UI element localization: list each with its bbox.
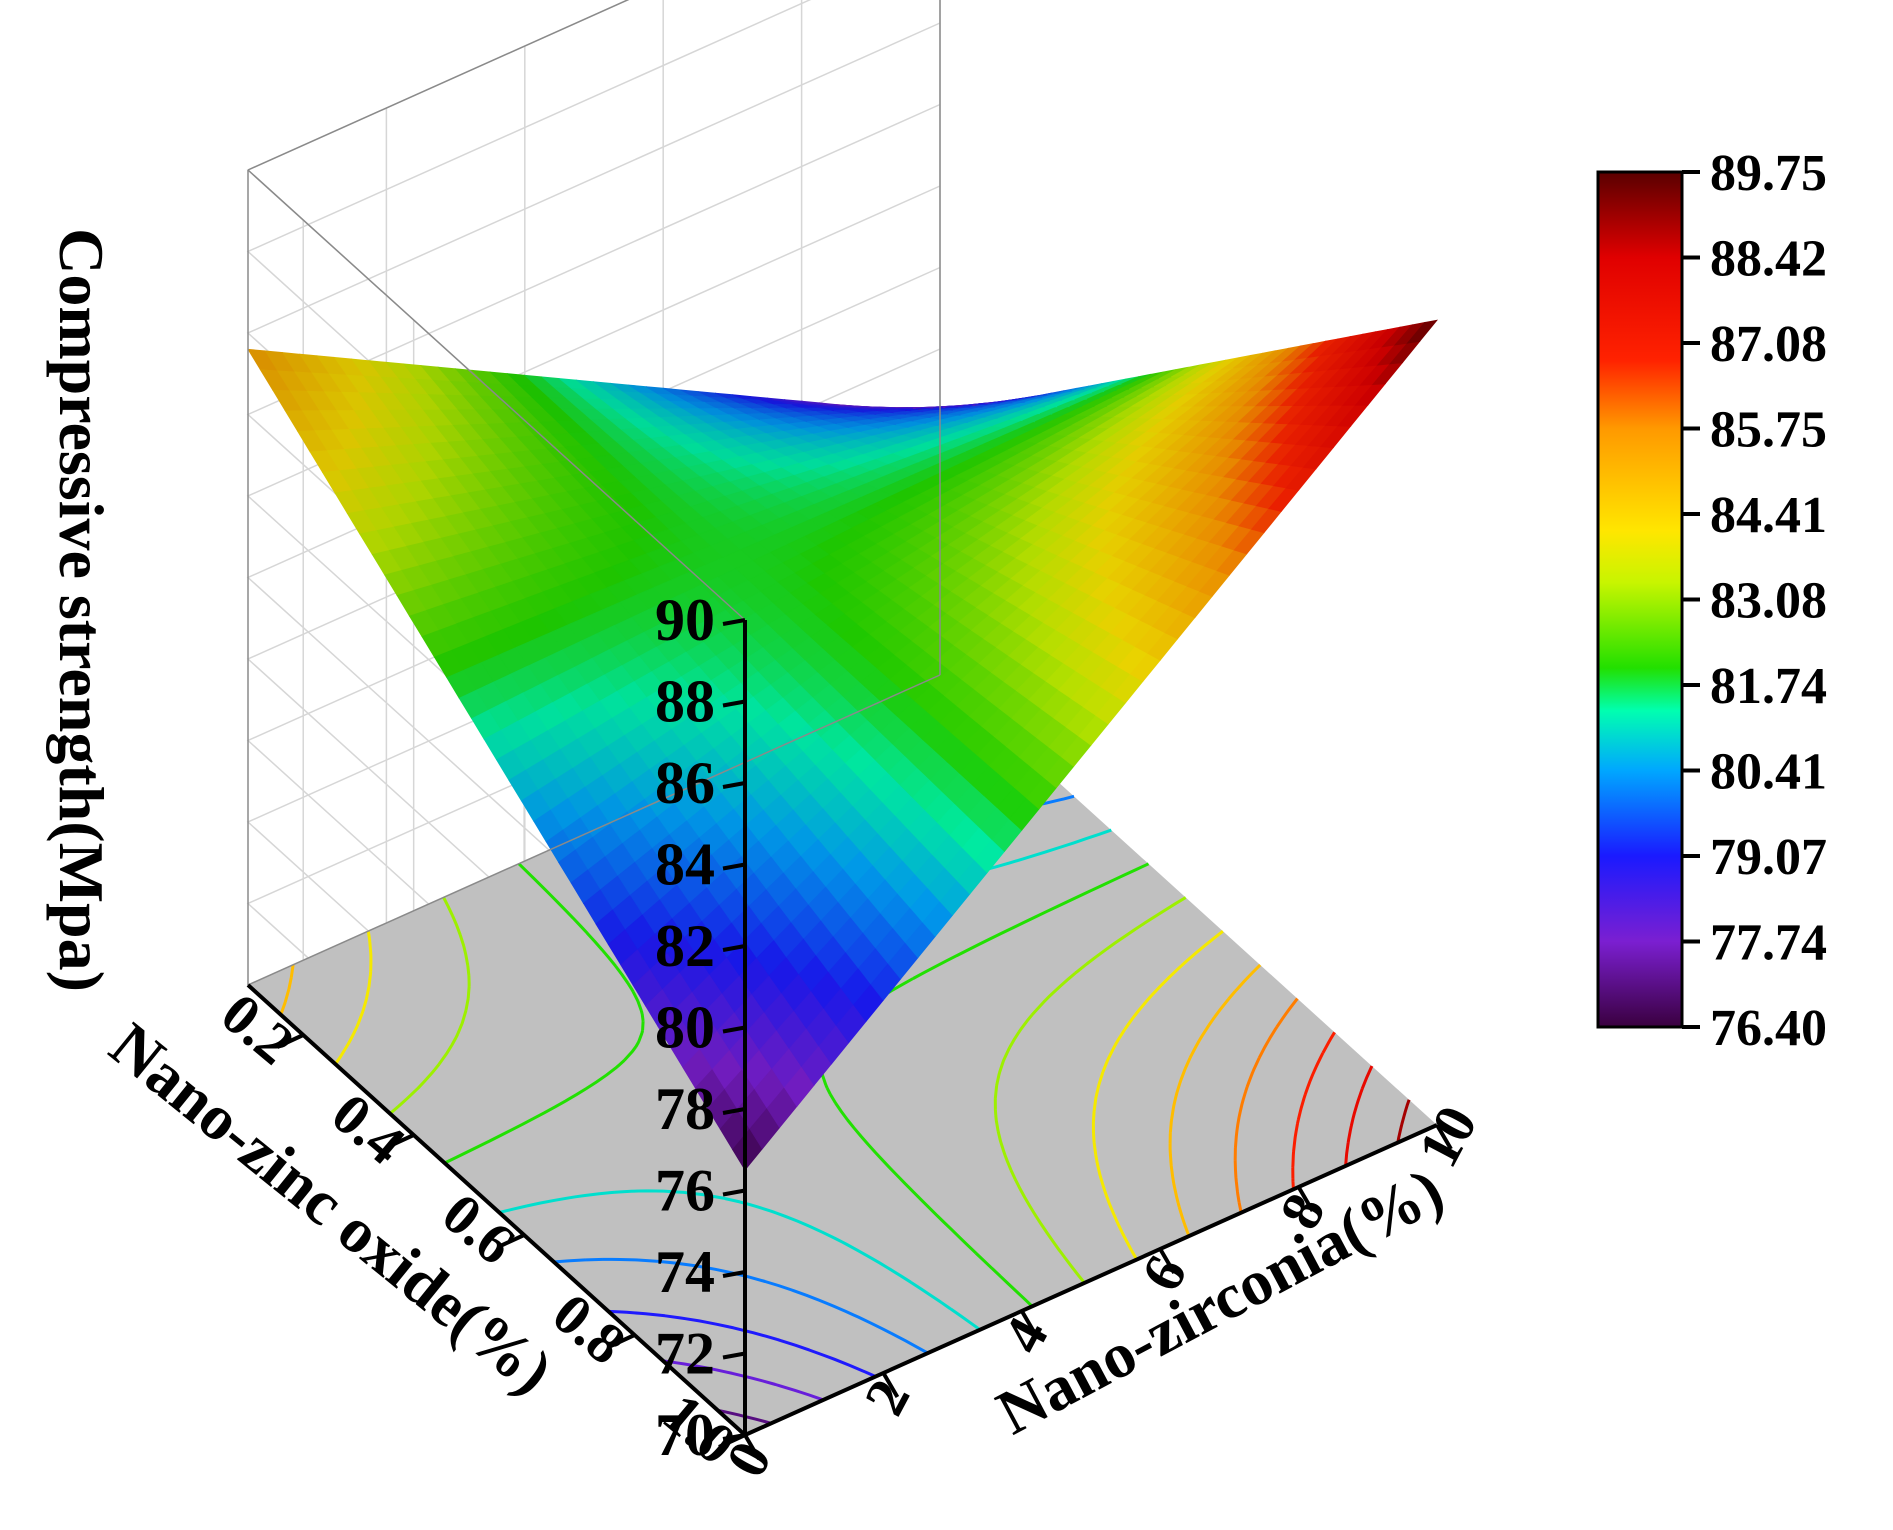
frame-edge [247,169,746,621]
z-tick [722,699,746,708]
colorbar-tick-label: 79.07 [1710,829,1827,886]
y-tick [276,1033,305,1049]
z-tick-label: 72 [655,1321,715,1387]
z-tick-label: 70 [655,1402,715,1468]
z-tick-label: 76 [655,1158,715,1224]
z-tick-label: 78 [655,1076,715,1142]
y-tick [497,1233,525,1249]
colorbar-tick-label: 83.08 [1710,573,1827,630]
z-tick-label: 88 [655,669,715,735]
contour-line [1396,1099,1411,1143]
contour-line [1233,997,1299,1213]
surface-cell [1406,319,1438,344]
z-tick [722,862,746,871]
z-tick [722,1351,746,1360]
z-tick-label: 80 [655,995,715,1061]
floor-plane [248,675,1437,1435]
x-tick [1020,1309,1038,1337]
z-tick [722,618,746,626]
contour-line [334,930,1224,1261]
z-tick-label: 90 [655,587,715,653]
z-tick [722,1025,746,1034]
z-tick-label: 74 [655,1239,715,1305]
z-tick [722,944,746,952]
floor-fill [248,675,1437,1435]
contour-line [389,896,1187,1284]
z-tick-label: 86 [655,750,715,816]
z-tick [722,781,746,789]
colorbar-gradient [1596,170,1684,1029]
x-tick [881,1371,900,1399]
colorbar-tick-label: 76.40 [1710,1000,1827,1057]
colorbar-tick-label: 81.74 [1710,658,1827,715]
z-axis-title: Compressive strength(Mpa) [46,228,117,992]
frame-edge [247,0,630,171]
z-tick-label: 82 [655,913,715,979]
colorbar-ticks: 76.40 77.74 79.07 80.41 81.74 83.08 84.41 85.75… [1682,145,1827,1057]
colorbar-tick-label: 88.42 [1710,231,1827,288]
z-tick [722,1107,746,1115]
response-surface [247,319,1438,1171]
y-tick [607,1333,636,1349]
colorbar-tick-label: 80.41 [1710,744,1827,801]
z-tick [722,1270,746,1278]
x-tick [1296,1185,1315,1213]
x-tick [1435,1123,1453,1151]
colorbar: 76.40 77.74 79.07 80.41 81.74 83.08 84.41 85.75… [1596,145,1827,1057]
colorbar-tick-label: 89.75 [1710,145,1827,202]
x-axis-line [744,1123,1438,1437]
colorbar-tick-label: 85.75 [1710,402,1827,459]
y-tick [386,1133,415,1149]
y-tick [718,1433,746,1449]
z-tick [722,1188,746,1197]
contour-line [1291,1031,1336,1190]
colorbar-tick-label: 84.41 [1710,487,1827,544]
axis-ticks [276,618,1453,1461]
frame-edge [247,674,941,986]
contour-line [279,963,1262,1237]
z-tick-label: 84 [655,832,715,898]
contour-line [1344,1065,1374,1167]
x-tick [743,1433,761,1461]
colorbar-tick-label: 77.74 [1710,915,1827,972]
x-tick [1158,1247,1176,1275]
colorbar-tick-label: 87.08 [1710,316,1827,373]
y-axis-line [246,983,747,1437]
